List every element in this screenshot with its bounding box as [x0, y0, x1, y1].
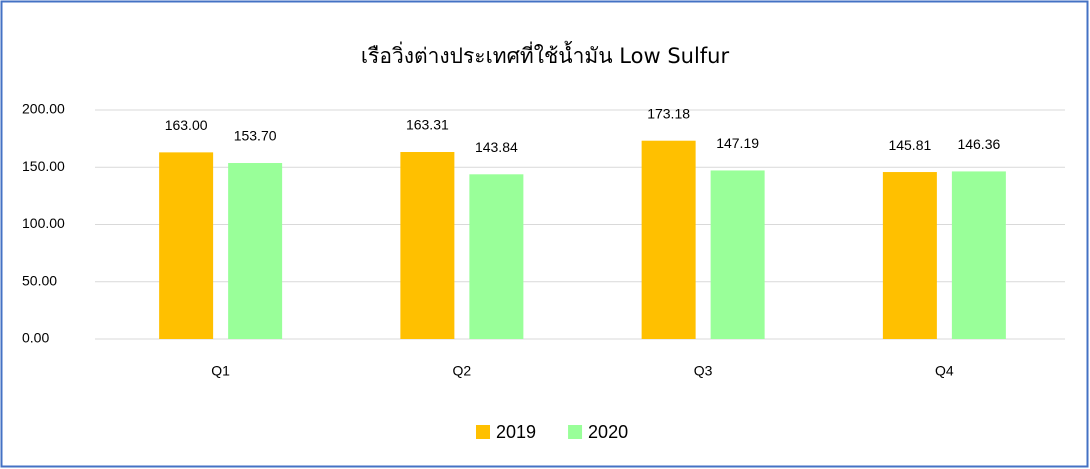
- legend-label: 2019: [496, 422, 536, 442]
- x-tick-label: Q3: [694, 363, 713, 379]
- legend-swatch: [568, 425, 583, 439]
- y-tick-label: 200.00: [22, 101, 65, 117]
- data-label: 163.31: [406, 117, 449, 133]
- data-label: 153.70: [234, 128, 277, 144]
- data-label: 163.00: [165, 117, 208, 133]
- x-tick-label: Q1: [211, 363, 230, 379]
- bar: [159, 152, 214, 339]
- bar: [882, 172, 937, 339]
- bar: [641, 140, 696, 339]
- bar: [951, 171, 1006, 339]
- bar: [400, 152, 455, 339]
- data-label: 173.18: [647, 105, 690, 121]
- data-label: 147.19: [716, 135, 759, 151]
- legend-swatch: [476, 425, 490, 439]
- data-label: 145.81: [888, 137, 931, 153]
- bar: [469, 174, 524, 339]
- legend-label: 2020: [588, 422, 628, 442]
- chart-title: เรือวิ่งต่างประเทศที่ใช้น้ำมัน Low Sulfu…: [361, 41, 730, 68]
- y-tick-label: 50.00: [22, 272, 57, 288]
- y-tick-label: 100.00: [22, 215, 65, 231]
- x-tick-label: Q2: [453, 363, 472, 379]
- bar: [710, 170, 765, 339]
- y-tick-label: 0.00: [22, 330, 49, 346]
- data-label: 146.36: [957, 136, 1000, 152]
- x-tick-label: Q4: [935, 363, 954, 379]
- data-label: 143.84: [475, 139, 518, 155]
- bar: [228, 163, 283, 339]
- y-tick-label: 150.00: [22, 158, 65, 174]
